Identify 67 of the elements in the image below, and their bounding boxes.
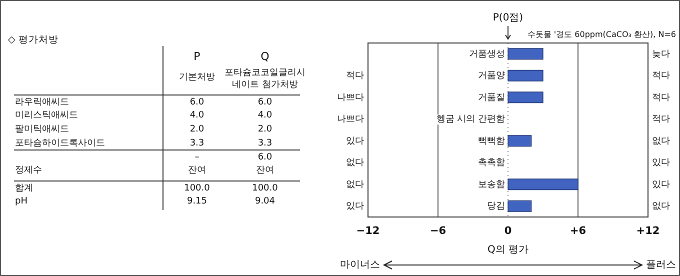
bar xyxy=(508,135,532,147)
text: 적다 xyxy=(346,71,364,82)
text: 있다 xyxy=(652,180,670,190)
text: 잔여 xyxy=(256,165,274,176)
text: 미리스틱애씨드 xyxy=(15,110,78,120)
text: 4.0 xyxy=(190,110,204,120)
text: pH xyxy=(15,196,28,206)
text: ◇ 평가처방 xyxy=(8,34,58,46)
text: 없다 xyxy=(652,202,670,212)
bar xyxy=(508,178,578,190)
y-tick-label: 헹굼 시의 간편함 xyxy=(436,114,505,125)
bar xyxy=(508,70,544,82)
text: 100.0 xyxy=(252,183,278,194)
x-tick-label: 0 xyxy=(504,224,512,237)
text: 2.0 xyxy=(258,124,272,134)
text: 2.0 xyxy=(190,124,204,134)
chart-subtitle: 수돗물 '경도 60ppm(CaCO₃ 환산), N=6 xyxy=(527,30,676,40)
text: 6.0 xyxy=(258,97,272,108)
text: 100.0 xyxy=(184,183,210,194)
text: 9.04 xyxy=(254,196,276,206)
text: 6.0 xyxy=(190,97,204,108)
x-tick-label: +6 xyxy=(570,224,586,237)
y-tick-label: 보송함 xyxy=(478,180,505,190)
y-tick-label: 거품질 xyxy=(478,92,505,103)
text: 팔미틱애씨드 xyxy=(15,124,69,134)
text: 포타슘코코일글리시네이트 첨가처방 xyxy=(224,68,306,90)
text: 없다 xyxy=(346,158,364,168)
category-label: Q xyxy=(260,50,270,64)
y-tick-label: 뻑뻑함 xyxy=(478,136,505,146)
text: 없다 xyxy=(652,136,670,146)
x-axis-title: Q의 평가 xyxy=(487,244,529,256)
y-tick-label: 촉촉함 xyxy=(478,158,505,168)
text: 늦다 xyxy=(652,49,670,60)
text: 있다 xyxy=(346,202,364,212)
text: 없다 xyxy=(346,180,364,190)
text: 정제수 xyxy=(15,165,42,176)
x-tick-label: −6 xyxy=(430,224,446,237)
y-tick-label: 거품생성 xyxy=(469,49,505,60)
text: 9.15 xyxy=(186,196,208,206)
text: 기본처방 xyxy=(179,72,215,82)
text: 6.0 xyxy=(258,152,272,162)
bar xyxy=(508,92,544,104)
text: – xyxy=(194,152,200,162)
x-tick-label: −12 xyxy=(356,224,380,237)
text: 있다 xyxy=(652,158,670,168)
text: 3.3 xyxy=(190,138,204,148)
text: 플러스 xyxy=(646,260,676,271)
category-label: P xyxy=(194,50,201,64)
text: 라우릭애씨드 xyxy=(15,97,69,108)
text: 나쁘다 xyxy=(337,92,364,103)
text: 마이너스 xyxy=(340,260,380,271)
text: 포타슘하이드록사이드 xyxy=(15,138,105,148)
ref-line-label: P(0점) xyxy=(492,12,524,24)
text: 적다 xyxy=(652,114,670,125)
text: 3.3 xyxy=(258,138,272,148)
text: 적다 xyxy=(652,71,670,82)
y-tick-label: 거품양 xyxy=(478,71,505,82)
text: 나쁘다 xyxy=(337,114,364,125)
text: 잔여 xyxy=(188,165,206,176)
text: 적다 xyxy=(652,92,670,103)
bar xyxy=(508,200,532,212)
text: 합계 xyxy=(15,183,33,194)
bar xyxy=(508,48,544,60)
text: 4.0 xyxy=(258,110,272,120)
text: 있다 xyxy=(346,136,364,146)
x-tick-label: +12 xyxy=(636,224,660,237)
y-tick-label: 당김 xyxy=(487,202,505,212)
